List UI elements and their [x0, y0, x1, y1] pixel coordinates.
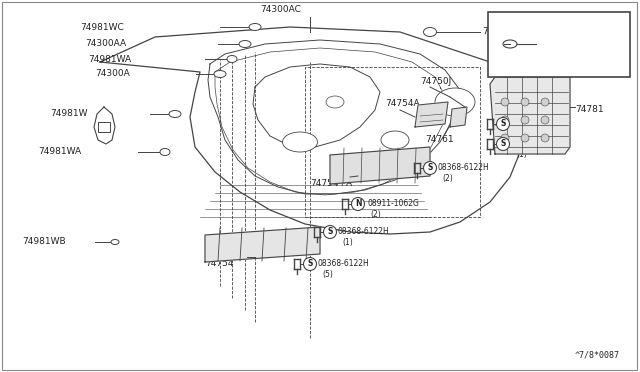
Circle shape	[303, 257, 317, 270]
Text: 74981WC: 74981WC	[80, 22, 124, 32]
Ellipse shape	[424, 28, 436, 36]
Text: 74981W: 74981W	[50, 109, 88, 119]
Text: 74754+A: 74754+A	[310, 180, 352, 189]
Bar	[488, 12, 630, 77]
Polygon shape	[94, 107, 115, 144]
Circle shape	[521, 116, 529, 124]
Ellipse shape	[214, 71, 226, 77]
Text: 74750J: 74750J	[420, 77, 451, 87]
Text: (2): (2)	[442, 173, 452, 183]
Text: 08368-6122H: 08368-6122H	[512, 140, 564, 148]
Ellipse shape	[249, 23, 261, 31]
Text: ^7/8*0087: ^7/8*0087	[575, 351, 620, 360]
Text: 08368-6122H: 08368-6122H	[318, 260, 370, 269]
Circle shape	[497, 118, 509, 131]
Text: 08368-6122H: 08368-6122H	[338, 228, 390, 237]
Bar	[98, 122, 110, 132]
Text: N: N	[355, 199, 361, 208]
Ellipse shape	[160, 148, 170, 155]
Ellipse shape	[381, 131, 409, 149]
Text: 74981WA: 74981WA	[88, 55, 131, 64]
Polygon shape	[490, 77, 570, 154]
Text: (1): (1)	[516, 150, 527, 158]
Text: S: S	[500, 119, 506, 128]
Text: 74300AC: 74300AC	[260, 6, 301, 15]
Text: 08368-6122H: 08368-6122H	[512, 119, 564, 128]
Polygon shape	[450, 107, 467, 127]
Text: 08368-6122H: 08368-6122H	[438, 164, 490, 173]
Circle shape	[424, 161, 436, 174]
Ellipse shape	[111, 240, 119, 244]
Ellipse shape	[435, 88, 475, 116]
Text: 74300AB: 74300AB	[482, 28, 523, 36]
Text: 74300AA: 74300AA	[85, 39, 126, 48]
Text: S: S	[428, 164, 433, 173]
Text: 74781: 74781	[575, 106, 604, 115]
Text: S: S	[327, 228, 333, 237]
Text: 74981WD: 74981WD	[537, 39, 581, 48]
Text: 74754A: 74754A	[385, 99, 420, 109]
Circle shape	[521, 134, 529, 142]
Circle shape	[501, 116, 509, 124]
Text: 74981WB: 74981WB	[22, 237, 66, 247]
Circle shape	[541, 98, 549, 106]
Text: (2): (2)	[370, 209, 381, 218]
Ellipse shape	[227, 55, 237, 62]
Text: 74761: 74761	[425, 135, 454, 144]
Polygon shape	[100, 27, 540, 234]
Text: 74981WA: 74981WA	[38, 148, 81, 157]
Ellipse shape	[503, 40, 517, 48]
Circle shape	[501, 98, 509, 106]
Circle shape	[541, 116, 549, 124]
Polygon shape	[415, 102, 448, 127]
Text: (5): (5)	[322, 269, 333, 279]
Text: (3): (3)	[516, 129, 527, 138]
Polygon shape	[330, 147, 430, 184]
Text: 08911-1062G: 08911-1062G	[367, 199, 419, 208]
Circle shape	[323, 225, 337, 238]
Circle shape	[541, 134, 549, 142]
Ellipse shape	[326, 96, 344, 108]
Polygon shape	[205, 227, 320, 262]
Text: S: S	[500, 140, 506, 148]
Circle shape	[521, 98, 529, 106]
Circle shape	[497, 138, 509, 151]
Text: (1): (1)	[342, 237, 353, 247]
Ellipse shape	[169, 110, 181, 118]
Ellipse shape	[239, 41, 251, 48]
Text: 74754: 74754	[205, 260, 234, 269]
Text: 74300A: 74300A	[95, 70, 130, 78]
Circle shape	[351, 198, 365, 211]
Ellipse shape	[282, 132, 317, 152]
Text: S: S	[307, 260, 313, 269]
Circle shape	[501, 134, 509, 142]
